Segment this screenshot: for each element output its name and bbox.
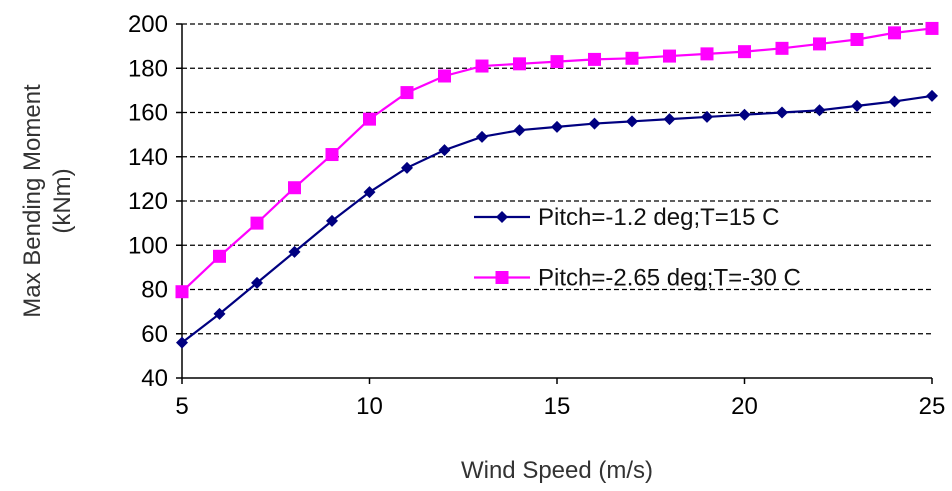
y-tick-label: 140 — [128, 144, 168, 171]
series-1-point — [588, 117, 601, 130]
series-1-point — [176, 336, 188, 349]
y-axis-title: Max Bending Moment (kNm) — [19, 84, 76, 318]
series-2-point — [625, 51, 639, 65]
series-2-point — [250, 216, 264, 230]
y-axis-title-line-2: (kNm) — [49, 168, 76, 233]
series-2-point — [438, 69, 451, 83]
x-tick-label: 20 — [731, 393, 758, 420]
series-2-point — [925, 21, 939, 35]
series-1-point — [888, 95, 901, 108]
series-1-point — [326, 214, 338, 227]
series-2-point — [813, 37, 826, 51]
y-tick-labels: 40 60 80 100 120 140 160 180 200 — [128, 11, 182, 392]
x-tick-labels: 5 10 15 20 25 — [175, 378, 945, 420]
series-2-point — [738, 45, 751, 59]
series-2-point — [588, 52, 601, 66]
legend-label: Pitch=-2.65 deg;T=-30 C — [538, 265, 801, 292]
series-1-point — [401, 161, 413, 174]
legend-item-1: Pitch=-1.2 deg;T=15 C — [474, 204, 779, 231]
series-2-point — [663, 49, 676, 63]
series-1-point — [776, 106, 788, 119]
series-2-point — [175, 285, 189, 299]
series-1-point — [663, 113, 676, 126]
series-1-point — [813, 104, 826, 117]
y-tick-label: 100 — [128, 232, 168, 259]
legend: Pitch=-1.2 deg;T=15 C Pitch=-2.65 deg;T=-… — [474, 204, 801, 292]
x-axis-title: Wind Speed (m/s) — [461, 457, 653, 484]
series-2-point — [700, 47, 714, 61]
series-1-point — [363, 186, 376, 199]
series-1-point — [213, 307, 226, 320]
series-2-point — [213, 249, 226, 263]
x-tick-label: 10 — [356, 393, 383, 420]
series-2-point — [363, 112, 376, 126]
legend-marker — [496, 211, 508, 223]
series-1-point — [851, 99, 863, 112]
y-tick-label: 40 — [141, 365, 168, 392]
series-1-point — [438, 144, 451, 157]
y-axis-title-line-1: Max Bending Moment — [19, 84, 46, 318]
series-1-point — [626, 115, 638, 128]
series-1-point — [926, 89, 938, 102]
series-1-point — [738, 108, 751, 121]
legend-marker — [495, 271, 509, 284]
y-tick-label: 160 — [128, 100, 168, 127]
series-2-point — [475, 59, 489, 73]
legend-item-2: Pitch=-2.65 deg;T=-30 C — [474, 265, 801, 292]
series-2-point — [288, 181, 301, 195]
series-1-point — [288, 245, 301, 258]
series-2-point — [888, 26, 901, 40]
legend-label: Pitch=-1.2 deg;T=15 C — [538, 204, 779, 231]
series-2-point — [400, 86, 414, 100]
series-2-point — [325, 148, 339, 162]
series-2-point — [775, 41, 789, 55]
series-group — [175, 21, 939, 349]
series-2-point — [550, 55, 564, 69]
series-1-point — [476, 130, 488, 143]
series-2 — [175, 21, 939, 299]
series-1-point — [251, 276, 263, 289]
series-1-point — [513, 124, 526, 137]
x-tick-label: 25 — [919, 393, 946, 420]
x-tick-label: 15 — [544, 393, 571, 420]
series-1-point — [551, 120, 563, 133]
gridlines — [182, 23, 932, 335]
y-tick-label: 80 — [141, 277, 168, 304]
series-2-point — [850, 32, 864, 46]
series-2-point — [513, 57, 526, 71]
series-1-point — [701, 110, 713, 123]
y-tick-label: 120 — [128, 188, 168, 215]
y-tick-label: 60 — [141, 321, 168, 348]
series-1 — [176, 89, 938, 349]
x-tick-label: 5 — [175, 393, 188, 420]
y-tick-label: 200 — [128, 11, 168, 38]
y-tick-label: 180 — [128, 55, 168, 82]
